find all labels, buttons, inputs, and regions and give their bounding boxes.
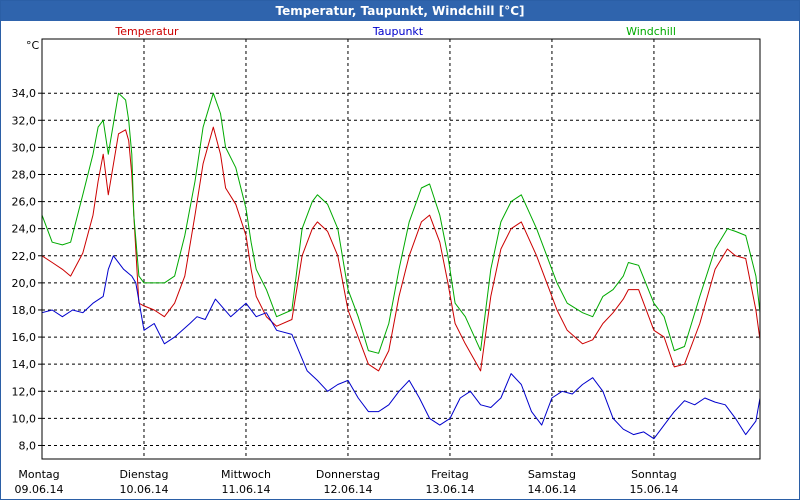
x-tick-weekday: Sonntag [631,468,677,481]
x-tick-weekday: Samstag [528,468,576,481]
y-tick-label: 20,0 [12,277,37,290]
y-tick-label: 26,0 [12,196,37,209]
y-tick-label: 22,0 [12,250,37,263]
x-tick-date: 10.06.14 [119,483,168,496]
y-tick-label: 24,0 [12,223,37,236]
series-line-windchill [41,92,761,354]
x-tick-date: 15.06.14 [629,483,678,496]
y-tick-label: 8,0 [19,439,37,452]
x-tick-date: 09.06.14 [15,483,64,496]
x-tick-weekday: Donnerstag [316,468,380,481]
x-tick-weekday: Freitag [431,468,469,481]
y-tick-label: 34,0 [12,87,37,100]
legend-entry-windchill: Windchill [626,25,676,38]
plot-border [41,38,761,460]
y-tick-label: 10,0 [12,412,37,425]
x-tick-weekday: Dienstag [119,468,168,481]
y-axis-unit-label: °C [26,39,40,52]
legend-entry-temperatur: Temperatur [114,25,179,38]
x-tick-date: 11.06.14 [221,483,270,496]
series-line-taupunkt [41,255,761,440]
y-tick-label: 16,0 [12,331,37,344]
y-tick-label: 28,0 [12,168,37,181]
y-tick-label: 32,0 [12,114,37,127]
y-tick-label: 12,0 [12,385,37,398]
y-tick-label: 18,0 [12,304,37,317]
x-tick-weekday: Mittwoch [221,468,271,481]
x-tick-date: 13.06.14 [425,483,474,496]
chart-title: Temperatur, Taupunkt, Windchill [°C] [1,1,799,21]
x-tick-date: 14.06.14 [527,483,576,496]
x-tick-weekday: Montag [18,468,59,481]
x-tick-date: 12.06.14 [323,483,372,496]
legend-entry-taupunkt: Taupunkt [372,25,424,38]
series-line-temperatur [41,126,761,372]
y-tick-label: 30,0 [12,141,37,154]
y-tick-label: 14,0 [12,358,37,371]
